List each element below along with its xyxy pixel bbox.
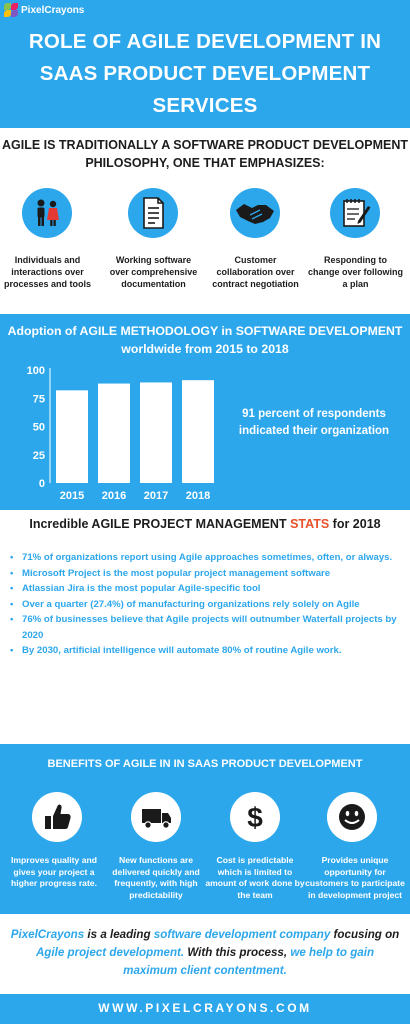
benefits-title: BENEFITS OF AGILE IN IN SAAS PRODUCT DEV… [47,758,363,770]
benefit-caption-3: Cost is predictable which is limited to … [205,855,305,900]
philosophy-section: AGILE IS TRADITIONALLY A SOFTWARE PRODUC… [0,128,410,314]
philosophy-caption-2: Working software over comprehensive docu… [109,255,198,289]
stats-list: 71% of organizations report using Agile … [10,550,406,659]
closing-link-software-development[interactable]: software development company [153,928,331,941]
philosophy-caption-4: Responding to change over following a pl… [308,255,404,289]
notepad-pencil-icon [330,188,380,238]
list-item: 71% of organizations report using Agile … [10,550,406,566]
stats-title-highlight: STATS [290,517,330,531]
list-item: 76% of businesses believe that Agile pro… [10,612,406,643]
list-item: Microsoft Project is the most popular pr… [10,566,406,582]
list-item: By 2030, artificial intelligence will au… [10,643,406,659]
adoption-note: 91 percent of respondents indicated thei… [238,408,390,437]
chart-bar-2017 [140,382,172,483]
closing-part: we help to gain maximum client contentme… [123,946,375,977]
logo[interactable]: PixelCrayons [4,3,84,17]
closing-part: With this process, [184,946,291,959]
y-tick-label: 25 [33,450,45,462]
logo-text: PixelCrayons [21,4,85,16]
chart-bar-2016 [98,383,130,483]
closing-link-agile[interactable]: Agile project development. [35,946,185,959]
footer-bar: WWW.PIXELCRAYONS.COM [0,994,410,1024]
chart-bar-2018 [182,380,214,483]
x-tick-label: 2018 [186,490,210,502]
thumbs-up-icon [32,792,82,842]
page-title: ROLE OF AGILE DEVELOPMENT IN SAAS PRODUC… [28,30,382,117]
closing-text: PixelCrayons is a leading software devel… [8,926,402,980]
philosophy-heading: AGILE IS TRADITIONALLY A SOFTWARE PRODUC… [1,138,409,170]
handshake-icon [230,188,280,238]
closing-part: focusing on [330,928,400,941]
stats-section: Incredible AGILE PROJECT MANAGEMENT STAT… [0,510,410,744]
smiley-icon [327,792,377,842]
footer-url-link[interactable]: WWW.PIXELCRAYONS.COM [98,1001,312,1015]
stats-title-prefix: Incredible AGILE PROJECT MANAGEMENT [29,517,291,531]
y-tick-label: 75 [33,393,45,405]
x-tick-label: 2016 [102,490,126,502]
adoption-title: Adoption of AGILE METHODOLOGY in SOFTWAR… [7,324,403,356]
adoption-bar-chart: 100 75 50 25 0 2015 2016 2017 2018 [27,365,214,502]
closing-section: PixelCrayons is a leading software devel… [0,914,410,994]
list-item: Atlassian Jira is the most popular Agile… [10,581,406,597]
people-icon [22,188,72,238]
chart-bar-2015 [56,390,88,483]
document-icon [128,188,178,238]
benefits-section: BENEFITS OF AGILE IN IN SAAS PRODUCT DEV… [0,744,410,914]
list-item: Over a quarter (27.4%) of manufacturing … [10,597,406,613]
stats-title: Incredible AGILE PROJECT MANAGEMENT STAT… [0,517,410,531]
svg-text:$: $ [247,802,263,833]
header-banner: PixelCrayons ROLE OF AGILE DEVELOPMENT I… [0,0,410,128]
dollar-icon: $ [230,792,280,842]
x-tick-label: 2015 [60,490,84,502]
philosophy-caption-1: Individuals and interactions over proces… [3,255,92,289]
benefit-caption-2: New functions are delivered quickly and … [112,855,200,900]
x-tick-label: 2017 [144,490,168,502]
truck-icon [131,792,181,842]
closing-brand: PixelCrayons [10,928,85,941]
y-tick-label: 0 [39,478,45,490]
closing-part: is a leading [84,928,154,941]
benefit-caption-4: Provides unique opportunity for customer… [305,855,405,900]
y-tick-label: 50 [33,422,45,434]
benefit-caption-1: Improves quality and gives your project … [11,855,97,888]
logo-mark-icon [4,3,18,17]
stats-title-suffix: for 2018 [329,517,381,531]
philosophy-caption-3: Customer collaboration over contract neg… [212,255,299,289]
y-tick-label: 100 [27,365,45,377]
adoption-section: Adoption of AGILE METHODOLOGY in SOFTWAR… [0,314,410,510]
